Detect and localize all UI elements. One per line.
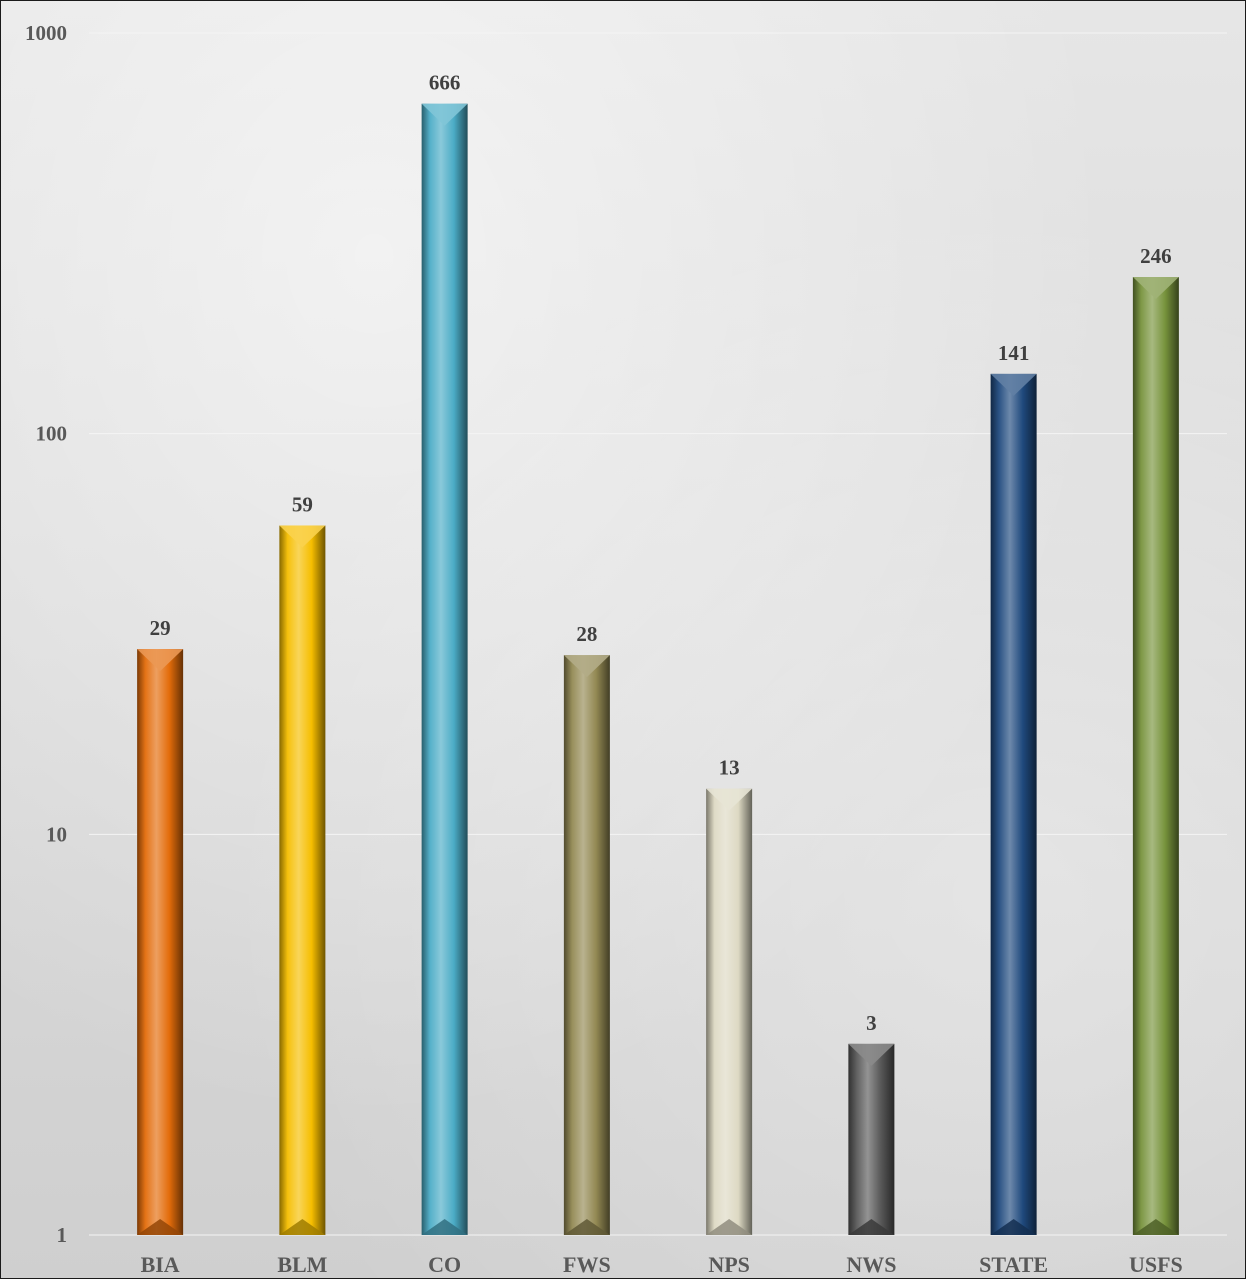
x-axis-category-labels: BIA BLM CO FWS NPS NWS STATE USFS [141, 1252, 1183, 1277]
bar-fws [563, 655, 610, 1235]
bar-bevel-top [1132, 277, 1179, 300]
bar-body [563, 655, 610, 1235]
bar-bevel-top [279, 525, 326, 548]
bar-bevel-top [706, 788, 753, 811]
bar-bevel-top [137, 649, 184, 672]
bar-nps [706, 788, 753, 1235]
x-tick-label: NWS [846, 1252, 896, 1277]
bar-bevel-bottom [848, 1219, 895, 1235]
bar-body [848, 1043, 895, 1235]
y-tick-label: 10 [46, 822, 67, 846]
data-label: 3 [866, 1011, 877, 1035]
bar-state [990, 373, 1037, 1236]
data-label: 666 [429, 71, 461, 95]
x-tick-label: BLM [277, 1252, 327, 1277]
y-tick-label: 1 [57, 1223, 68, 1247]
data-labels: 29 59 666 28 13 3 141 246 [150, 71, 1172, 1035]
data-label: 28 [576, 622, 597, 646]
x-tick-label: NPS [708, 1252, 750, 1277]
bar-bevel-top [848, 1043, 895, 1066]
bar-body [421, 103, 468, 1235]
data-label: 29 [150, 616, 171, 640]
bar-usfs [1132, 277, 1179, 1236]
bar-body [706, 788, 753, 1235]
y-axis-tick-labels: 1 10 100 1000 [25, 21, 67, 1247]
bar-body [279, 525, 326, 1235]
bar-bevel-bottom [421, 1219, 468, 1235]
bar-nws [848, 1043, 895, 1235]
x-tick-label: USFS [1129, 1252, 1183, 1277]
y-tick-label: 100 [36, 422, 68, 446]
bar-body [1132, 277, 1179, 1236]
bars [137, 103, 1179, 1236]
bar-bevel-top [563, 655, 610, 678]
bar-bevel-bottom [706, 1219, 753, 1235]
data-label: 246 [1140, 244, 1172, 268]
data-label: 59 [292, 492, 313, 516]
y-tick-label: 1000 [25, 21, 67, 45]
bar-bevel-bottom [990, 1219, 1037, 1235]
bar-body [990, 373, 1037, 1236]
x-tick-label: CO [428, 1252, 461, 1277]
x-tick-label: STATE [979, 1252, 1048, 1277]
data-label: 13 [719, 756, 740, 780]
gridlines [89, 32, 1227, 1236]
bar-bevel-bottom [1132, 1219, 1179, 1235]
bar-co [421, 103, 468, 1235]
bar-bia [137, 649, 184, 1235]
bar-body [137, 649, 184, 1235]
x-tick-label: FWS [563, 1252, 611, 1277]
x-tick-label: BIA [141, 1252, 180, 1277]
bar-blm [279, 525, 326, 1235]
bar-bevel-bottom [563, 1219, 610, 1235]
bar-bevel-bottom [137, 1219, 184, 1235]
bar-bevel-top [990, 373, 1037, 396]
data-label: 141 [998, 341, 1030, 365]
bar-bevel-top [421, 103, 468, 126]
bar-bevel-bottom [279, 1219, 326, 1235]
